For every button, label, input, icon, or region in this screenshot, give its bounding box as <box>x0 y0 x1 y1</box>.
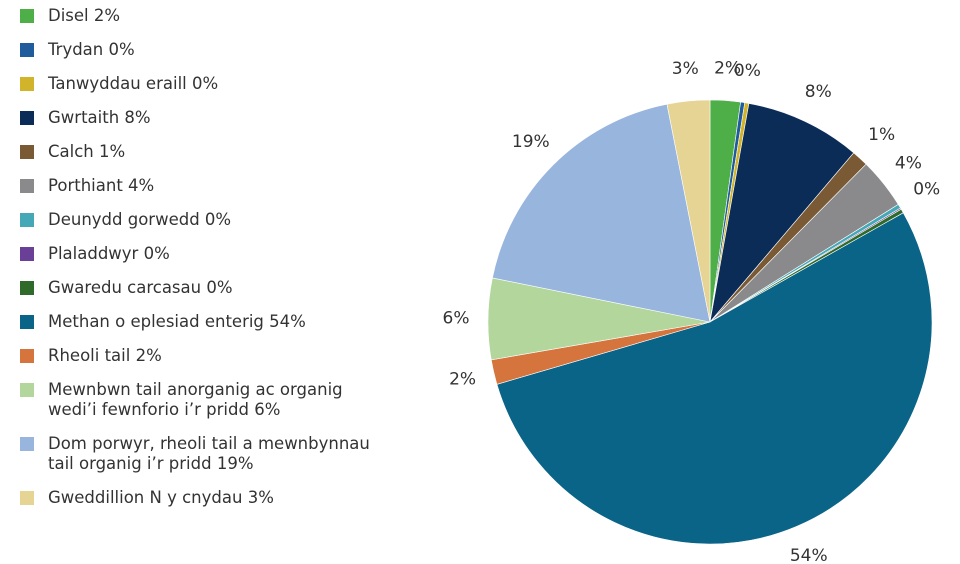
legend-item: Calch 1% <box>20 142 370 162</box>
data-label: 19% <box>512 132 550 152</box>
legend-item: Gwrtaith 8% <box>20 108 370 128</box>
legend-swatch <box>20 281 34 295</box>
legend-swatch <box>20 9 34 23</box>
data-label: 8% <box>805 82 832 102</box>
legend-item: Porthiant 4% <box>20 176 370 196</box>
data-label: 0% <box>734 61 761 81</box>
legend-label: Methan o eplesiad enterig 54% <box>48 312 306 331</box>
legend-item: Mewnbwn tail anorganig ac organig wedi’i… <box>20 380 370 420</box>
legend-label: Mewnbwn tail anorganig ac organig wedi’i… <box>48 380 343 419</box>
legend-swatch <box>20 437 34 451</box>
pie-slice <box>496 212 933 545</box>
legend-swatch <box>20 349 34 363</box>
pie-slice <box>709 103 855 324</box>
legend-item: Disel 2% <box>20 6 370 26</box>
data-label: 54% <box>790 546 828 564</box>
data-label: 4% <box>895 153 922 173</box>
legend-item: Tanwyddau eraill 0% <box>20 74 370 94</box>
legend-swatch <box>20 247 34 261</box>
legend-label: Gwrtaith 8% <box>48 108 151 127</box>
legend-item: Trydan 0% <box>20 40 370 60</box>
legend-label: Tanwyddau eraill 0% <box>48 74 219 93</box>
legend-swatch <box>20 43 34 57</box>
data-label: 6% <box>443 308 470 328</box>
legend-swatch <box>20 491 34 505</box>
legend-item: Gweddillion N y cnydau 3% <box>20 488 370 508</box>
pie-slice <box>492 103 711 323</box>
legend-label: Gweddillion N y cnydau 3% <box>48 488 274 507</box>
legend-label: Deunydd gorwedd 0% <box>48 210 232 229</box>
legend-swatch <box>20 383 34 397</box>
legend-swatch <box>20 179 34 193</box>
data-label: 0% <box>913 180 940 200</box>
legend-swatch <box>20 213 34 227</box>
legend-label: Gwaredu carcasau 0% <box>48 278 233 297</box>
legend-swatch <box>20 77 34 91</box>
legend: Disel 2% Trydan 0% Tanwyddau eraill 0% Gwrt… <box>20 6 370 522</box>
legend-item: Rheoli tail 2% <box>20 346 370 366</box>
legend-item: Methan o eplesiad enterig 54% <box>20 312 370 332</box>
data-label: 3% <box>672 59 699 79</box>
legend-label: Plaladdwyr 0% <box>48 244 170 263</box>
legend-swatch <box>20 111 34 125</box>
legend-swatch <box>20 145 34 159</box>
legend-item: Dom porwyr, rheoli tail a mewnbynnau tai… <box>20 434 370 474</box>
legend-item: Plaladdwyr 0% <box>20 244 370 264</box>
legend-label: Porthiant 4% <box>48 176 155 195</box>
legend-label: Calch 1% <box>48 142 126 161</box>
pie-slice <box>666 99 711 323</box>
legend-item: Gwaredu carcasau 0% <box>20 278 370 298</box>
data-label: 1% <box>868 125 895 145</box>
legend-label: Rheoli tail 2% <box>48 346 162 365</box>
legend-swatch <box>20 315 34 329</box>
data-label: 2% <box>714 59 741 79</box>
legend-label: Trydan 0% <box>48 40 135 59</box>
legend-label: Disel 2% <box>48 6 121 25</box>
legend-item: Deunydd gorwedd 0% <box>20 210 370 230</box>
data-label: 2% <box>449 369 476 389</box>
legend-label: Dom porwyr, rheoli tail a mewnbynnau tai… <box>48 434 370 473</box>
